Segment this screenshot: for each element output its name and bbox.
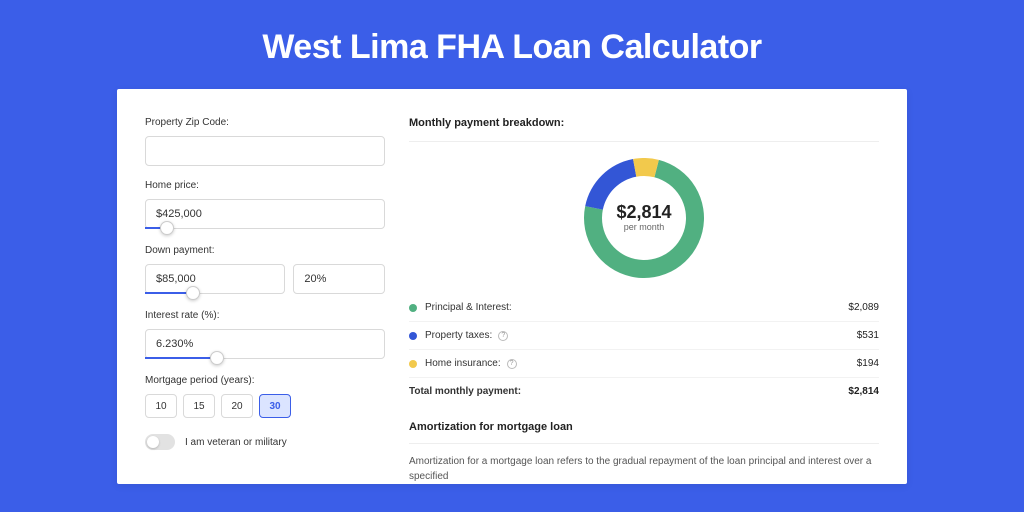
donut-chart: $2,814 per month [584, 158, 704, 278]
breakdown-label: Property taxes: [425, 330, 492, 341]
zip-input[interactable] [145, 136, 385, 166]
home-price-slider[interactable] [145, 227, 385, 231]
breakdown-row-property_taxes: Property taxes:? $531 [409, 321, 879, 349]
inputs-column: Property Zip Code: Home price: Down paym… [145, 117, 385, 484]
total-row: Total monthly payment: $2,814 [409, 377, 879, 405]
mortgage-period-option-10[interactable]: 10 [145, 394, 177, 418]
donut-center-subtext: per month [624, 222, 665, 232]
home-price-slider-handle[interactable] [160, 221, 174, 235]
mortgage-period-field-group: Mortgage period (years): 10152030 [145, 375, 385, 418]
veteran-toggle-row: I am veteran or military [145, 434, 385, 450]
interest-rate-slider[interactable] [145, 357, 385, 361]
amortization-text: Amortization for a mortgage loan refers … [409, 454, 879, 484]
home-price-field-group: Home price: [145, 180, 385, 231]
legend-dot-icon [409, 304, 417, 312]
total-label: Total monthly payment: [409, 386, 521, 397]
mortgage-period-option-15[interactable]: 15 [183, 394, 215, 418]
breakdown-header: Monthly payment breakdown: [409, 117, 879, 142]
interest-rate-label: Interest rate (%): [145, 310, 385, 321]
calculator-card: Property Zip Code: Home price: Down paym… [117, 89, 907, 484]
interest-rate-slider-handle[interactable] [210, 351, 224, 365]
page-title: West Lima FHA Loan Calculator [0, 0, 1024, 89]
home-price-label: Home price: [145, 180, 385, 191]
mortgage-period-label: Mortgage period (years): [145, 375, 385, 386]
down-payment-amount-input[interactable] [145, 264, 285, 294]
breakdown-label: Principal & Interest: [425, 302, 512, 313]
breakdown-value: $531 [857, 330, 879, 341]
amortization-section: Amortization for mortgage loan Amortizat… [409, 421, 879, 484]
down-payment-percent-input[interactable] [293, 264, 385, 294]
legend-dot-icon [409, 332, 417, 340]
breakdown-column: Monthly payment breakdown: $2,814 per mo… [409, 117, 879, 484]
down-payment-slider[interactable] [145, 292, 385, 296]
down-payment-label: Down payment: [145, 245, 385, 256]
breakdown-row-home_insurance: Home insurance:? $194 [409, 349, 879, 377]
zip-field-group: Property Zip Code: [145, 117, 385, 166]
zip-label: Property Zip Code: [145, 117, 385, 128]
donut-slice [633, 158, 659, 177]
interest-rate-input[interactable] [145, 329, 385, 359]
total-value: $2,814 [848, 386, 879, 397]
down-payment-field-group: Down payment: [145, 245, 385, 296]
mortgage-period-option-20[interactable]: 20 [221, 394, 253, 418]
veteran-toggle[interactable] [145, 434, 175, 450]
breakdown-row-principal_interest: Principal & Interest: $2,089 [409, 294, 879, 321]
interest-rate-field-group: Interest rate (%): [145, 310, 385, 361]
down-payment-slider-handle[interactable] [186, 286, 200, 300]
donut-center-amount: $2,814 [616, 202, 671, 222]
mortgage-period-option-30[interactable]: 30 [259, 394, 291, 418]
breakdown-label: Home insurance: [425, 358, 501, 369]
donut-chart-container: $2,814 per month [409, 152, 879, 294]
breakdown-value: $194 [857, 358, 879, 369]
mortgage-period-buttons: 10152030 [145, 394, 385, 418]
amortization-header: Amortization for mortgage loan [409, 421, 879, 444]
home-price-input[interactable] [145, 199, 385, 229]
info-icon[interactable]: ? [507, 359, 517, 369]
legend-dot-icon [409, 360, 417, 368]
veteran-toggle-label: I am veteran or military [185, 437, 287, 448]
info-icon[interactable]: ? [498, 331, 508, 341]
breakdown-value: $2,089 [848, 302, 879, 313]
